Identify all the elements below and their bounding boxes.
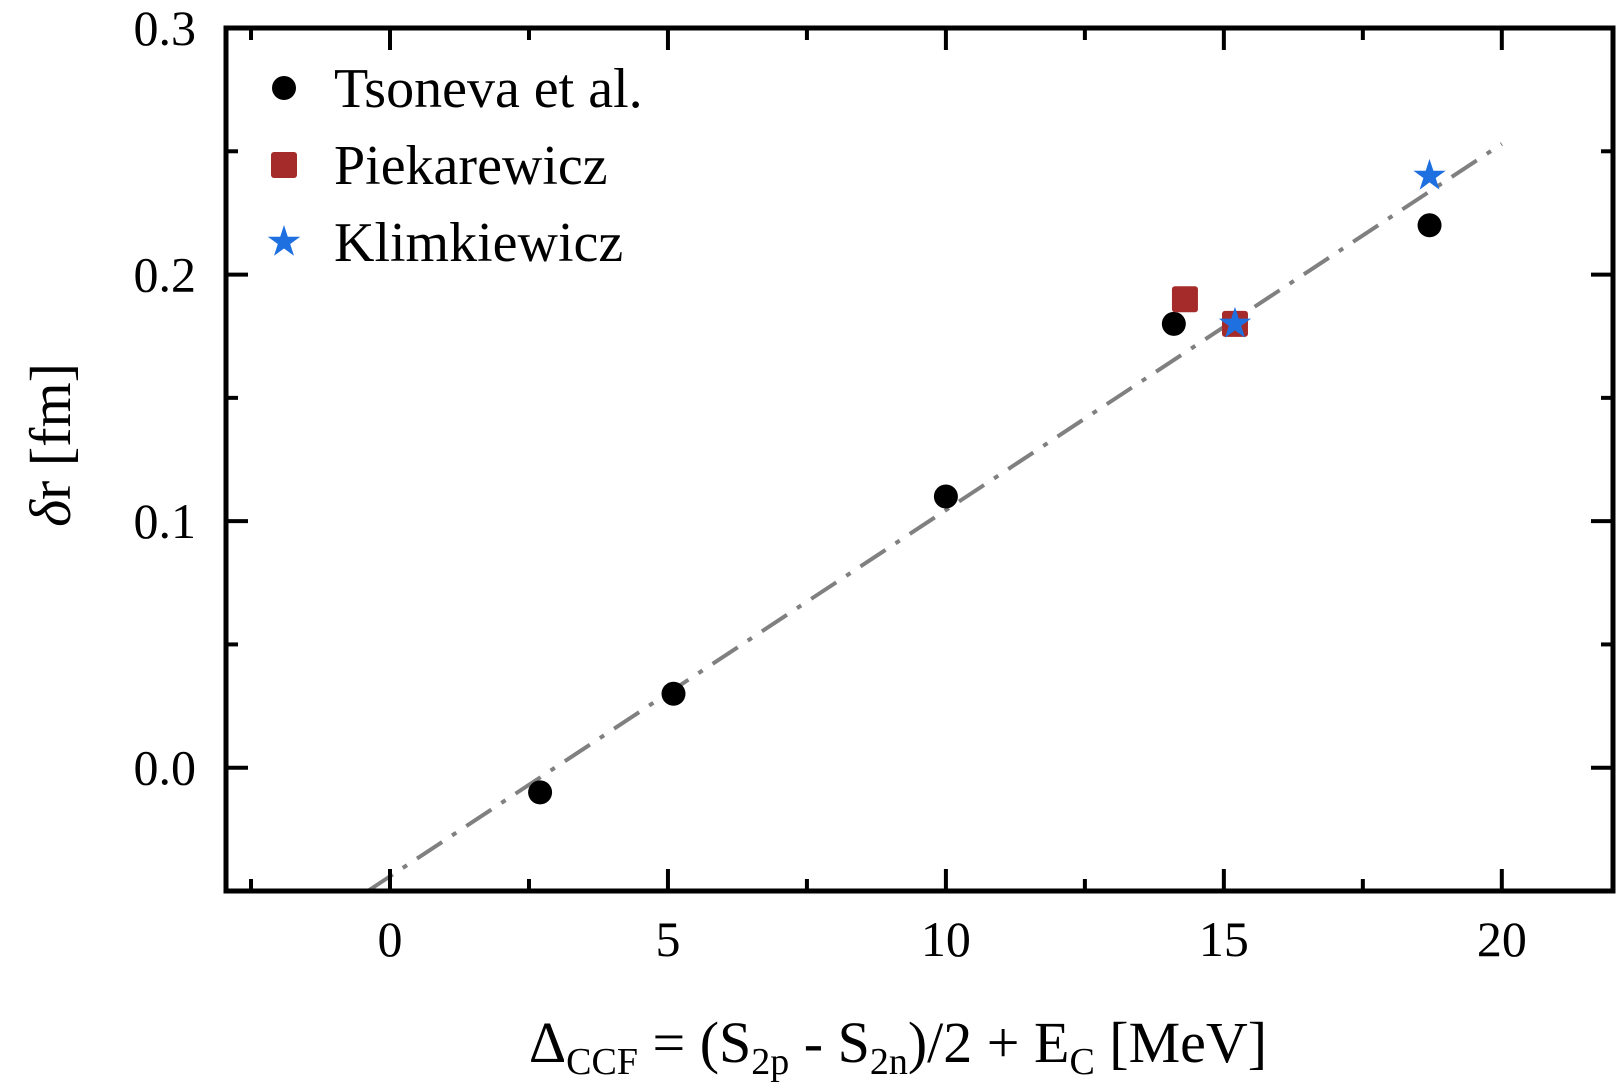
data-point-circle bbox=[1417, 213, 1442, 238]
data-point-circle bbox=[933, 484, 958, 509]
legend-marker-star bbox=[267, 225, 301, 256]
y-tick-label: 0.1 bbox=[134, 493, 197, 549]
x-tick-label: 15 bbox=[1199, 911, 1249, 967]
legend: Tsoneva et al. Piekarewicz Klimkiewicz bbox=[267, 58, 643, 274]
y-tick-label: 0.0 bbox=[134, 740, 197, 796]
y-tick-label: 0.3 bbox=[134, 0, 197, 56]
legend-label: Tsoneva et al. bbox=[334, 58, 643, 120]
data-point-circle bbox=[528, 780, 553, 805]
x-tick-label: 10 bbox=[921, 911, 971, 967]
y-tick-label: 0.2 bbox=[134, 247, 197, 303]
data-point-star bbox=[1413, 158, 1446, 190]
legend-marker-square bbox=[271, 152, 297, 178]
plot-frame bbox=[223, 25, 1616, 894]
x-tick-label: 0 bbox=[377, 911, 402, 967]
legend-marker-circle bbox=[272, 76, 296, 100]
data-point-circle bbox=[1161, 311, 1186, 336]
legend-label: Piekarewicz bbox=[334, 135, 608, 197]
x-tick-labels: 0 5 10 15 20 bbox=[377, 911, 1526, 967]
x-tick-label: 5 bbox=[655, 911, 680, 967]
x-axis-label: ΔCCF = (S2p - S2n)/2 + EC [MeV] bbox=[529, 1010, 1267, 1083]
x-tick-label: 20 bbox=[1477, 911, 1527, 967]
data-point-square bbox=[1171, 286, 1198, 313]
data-points-layer bbox=[528, 158, 1446, 805]
fit-line bbox=[366, 142, 1503, 893]
y-axis-label: δr [fm] bbox=[18, 363, 83, 527]
y-tick-labels: 0.0 0.1 0.2 0.3 bbox=[134, 0, 197, 796]
fit-line-layer bbox=[366, 142, 1503, 893]
legend-label: Klimkiewicz bbox=[334, 212, 623, 274]
data-point-circle bbox=[661, 681, 686, 706]
data-point-star bbox=[1218, 306, 1252, 338]
